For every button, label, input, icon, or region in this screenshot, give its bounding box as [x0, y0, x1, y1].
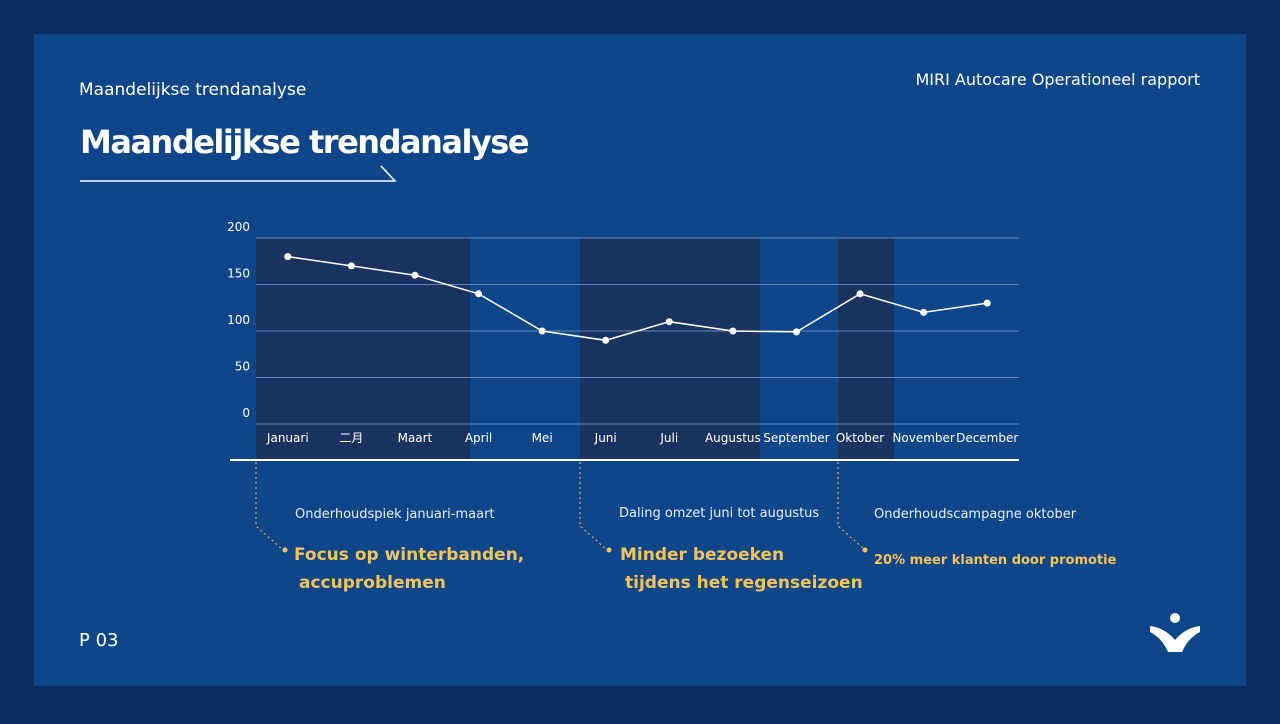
- page-number: P 03: [79, 630, 118, 651]
- y-tick-label: 0: [242, 406, 250, 420]
- x-tick-label: April: [465, 431, 492, 445]
- point: [538, 327, 546, 335]
- annotation-title: Daling omzet juni tot augustus: [619, 506, 819, 521]
- x-tick-label: Juni: [594, 431, 617, 445]
- title: Maandelijkse trendanalyse: [80, 123, 529, 161]
- x-tick-label: Augustus: [705, 431, 761, 445]
- y-tick-label: 150: [227, 267, 250, 281]
- point: [602, 336, 610, 344]
- x-tick-label: Mei: [532, 431, 553, 445]
- point: [983, 299, 991, 307]
- subtitle: Maandelijkse trendanalyse: [79, 80, 306, 100]
- x-tick-label: Juli: [659, 431, 678, 445]
- leader: [255, 462, 284, 551]
- point: [475, 290, 483, 298]
- leader: [579, 462, 608, 551]
- annotation-text: Focus op winterbanden, accuproblemen: [294, 545, 524, 593]
- bullet: [606, 547, 612, 553]
- x-tick-label: Maart: [398, 431, 433, 445]
- highlight-band: [256, 238, 470, 460]
- x-tick-label: November: [892, 431, 954, 445]
- line: [287, 255, 988, 342]
- point: [665, 318, 673, 326]
- point: [920, 308, 928, 316]
- y-tick-label: 200: [227, 220, 250, 234]
- chart: 0 50 100 150 200 Januari 二月 Maart April Mei Juni Ju…: [227, 220, 1019, 445]
- x-tick-label: 二月: [339, 431, 363, 445]
- annotation-text: Minder bezoeken tijdens het regenseizoen: [620, 545, 863, 593]
- y-tick-label: 100: [227, 313, 250, 327]
- logo: [1150, 613, 1200, 652]
- y-tick-label: 50: [235, 360, 250, 374]
- title-underline: [80, 165, 397, 182]
- highlight-band: [580, 238, 760, 460]
- x-tick-label: September: [763, 431, 829, 445]
- leader: [837, 462, 865, 550]
- point: [347, 262, 355, 270]
- bullet: [862, 547, 868, 553]
- x-tick-label: Januari: [266, 431, 309, 445]
- x-tick-label: Oktober: [836, 431, 884, 445]
- annotation-leaders: [255, 462, 865, 551]
- x-tick-label: December: [956, 431, 1018, 445]
- annotation-title: Onderhoudscampagne oktober: [874, 507, 1077, 522]
- point: [792, 328, 800, 336]
- annotation-text: 20% meer klanten door promotie: [874, 553, 1117, 568]
- point: [856, 290, 864, 298]
- point: [284, 253, 292, 261]
- report-name: MIRI Autocare Operationeel rapport: [915, 70, 1200, 89]
- bullet: [282, 547, 288, 553]
- annotation-title: Onderhoudspiek januari-maart: [295, 507, 495, 522]
- highlight-band: [838, 238, 894, 460]
- point: [411, 271, 419, 279]
- point: [729, 327, 737, 335]
